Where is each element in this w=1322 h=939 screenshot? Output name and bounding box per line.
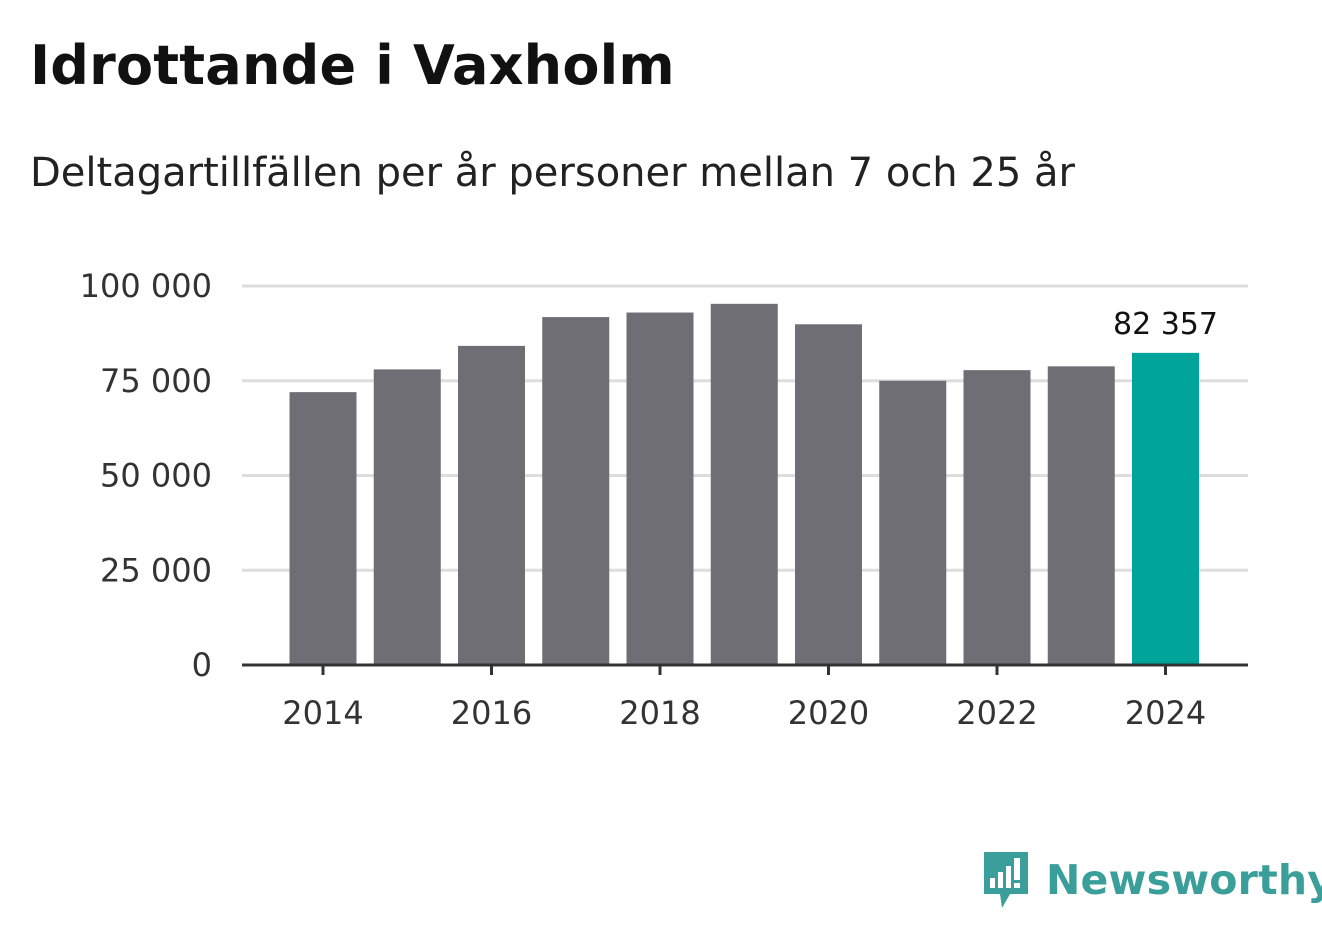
x-tick-label: 2016 — [451, 694, 532, 732]
labels: 0 25 000 50 000 75 000 100 000 2014 2016 2018 20… — [80, 267, 1218, 732]
x-tick-label: 2022 — [956, 694, 1037, 732]
y-tick-label: 100 000 — [80, 267, 212, 305]
bar-2022 — [963, 370, 1031, 665]
bar-2018 — [626, 312, 694, 665]
axes — [242, 663, 1248, 675]
bar-2023 — [1047, 366, 1115, 665]
bar-2016 — [458, 345, 525, 665]
bar-2021 — [879, 380, 947, 665]
x-tick-label: 2014 — [282, 694, 363, 732]
bars — [289, 303, 1199, 665]
y-tick-label: 75 000 — [100, 362, 212, 400]
bar-2015 — [373, 369, 441, 665]
newsworthy-logo: Newsworthy — [980, 848, 1322, 912]
x-tick-label: 2020 — [788, 694, 869, 732]
chart-subtitle: Deltagartillfällen per år personer mella… — [30, 150, 1075, 196]
y-tick-label: 50 000 — [100, 457, 212, 495]
brand-name: Newsworthy — [1046, 856, 1322, 904]
bar-2020 — [795, 324, 862, 665]
x-tick-label: 2018 — [619, 694, 700, 732]
bar-2014 — [289, 392, 357, 665]
newsworthy-logo-icon — [984, 852, 1028, 908]
data-label-2024: 82 357 — [1113, 307, 1218, 342]
y-tick-label: 25 000 — [100, 551, 212, 589]
x-tick-label: 2024 — [1125, 694, 1206, 732]
bar-2017 — [542, 317, 610, 665]
bar-2024 — [1132, 352, 1199, 665]
chart-title: Idrottande i Vaxholm — [30, 34, 675, 97]
bar-2019 — [710, 303, 778, 665]
y-tick-label: 0 — [192, 646, 212, 684]
